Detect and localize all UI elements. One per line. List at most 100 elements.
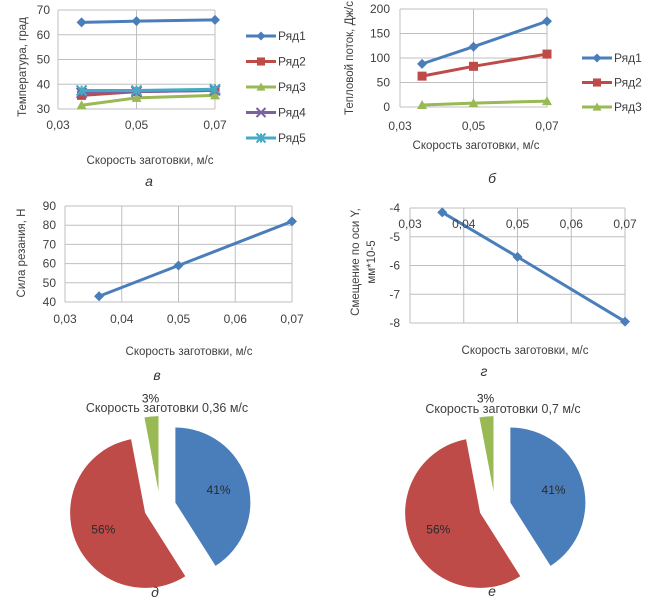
x-tick-label: 0,04 (110, 312, 134, 326)
legend-marker (256, 57, 266, 66)
data-point-series-5 (130, 84, 143, 97)
data-point-series-2 (417, 71, 427, 81)
legend-label: Ряд3 (614, 100, 642, 114)
legend-marker (255, 107, 267, 118)
data-point-series-2 (469, 61, 478, 71)
chart-caption: в (153, 367, 160, 383)
legend-label: Ряд5 (278, 131, 306, 145)
pie-slice-56 (405, 439, 521, 588)
y-tick-label: 0 (383, 100, 390, 114)
chart-b-heat-flux: 0 50 100 150 200 0,03 0,05 0,07 Ряд1 Ряд2 Ряд3 Те… (344, 1, 642, 186)
legend-item: Ряд1 (246, 29, 306, 43)
y-tick-label: 60 (37, 28, 51, 42)
x-tick-label: 0,07 (613, 217, 637, 231)
chart-a-temperature: 30 40 50 60 70 0,03 0,05 0,07 Ряд1 Ряд2 Ряд3 Ряд4 Р… (17, 3, 306, 189)
x-tick-label: 0,07 (535, 119, 559, 133)
pie-slice-41 (175, 427, 251, 566)
y-axis-label-line2: мм*10-5 (366, 240, 378, 283)
pie-title: Скорость заготовки 0,7 м/с (425, 402, 580, 416)
data-point-series-1 (437, 207, 448, 218)
y-tick-label: 70 (43, 237, 57, 251)
legend-label: Ряд2 (614, 76, 642, 90)
data-point-series-5 (209, 83, 221, 95)
legend-marker (592, 102, 602, 111)
data-point-series-1 (620, 316, 630, 327)
x-tick-label: 0,03 (398, 217, 422, 231)
y-tick-label: -7 (389, 287, 400, 301)
data-point-series-1 (94, 291, 105, 302)
legend-item: Ряд1 (582, 51, 642, 65)
chart-caption: д (151, 584, 159, 600)
data-point-series-1 (512, 251, 523, 262)
chart-e-pie: Скорость заготовки 0,7 м/с 41% 56% 3% е (405, 391, 586, 599)
y-tick-label: 100 (370, 51, 390, 65)
y-tick-label: 40 (43, 295, 57, 309)
y-tick-label: -6 (389, 259, 400, 273)
pie-slice-label: 56% (91, 522, 115, 536)
data-point-series-1 (287, 216, 297, 227)
x-tick-label: 0,04 (452, 217, 476, 231)
y-tick-label: 40 (37, 77, 51, 91)
data-point-series-3 (542, 96, 552, 106)
x-tick-label: 0,06 (560, 217, 584, 231)
legend-marker (255, 132, 267, 144)
chart-caption: б (488, 170, 497, 186)
y-axis-label: Тепловой поток, Дж/с (344, 1, 356, 115)
y-axis-label-line1: Смещение по оси Y, (350, 208, 362, 316)
x-tick-label: 0,07 (203, 118, 227, 132)
y-tick-label: 50 (43, 276, 57, 290)
pie-slice-label: 41% (207, 483, 231, 497)
legend-item: Ряд2 (246, 55, 306, 69)
legend-label: Ряд2 (278, 55, 306, 69)
data-point-series-1 (173, 260, 184, 271)
data-point-series-3 (468, 98, 479, 108)
legend-label: Ряд1 (278, 29, 306, 43)
pie-slice-41 (510, 427, 586, 566)
y-tick-label: 50 (377, 76, 391, 90)
pie-slice-label: 3% (477, 391, 495, 405)
legend-label: Ряд4 (278, 106, 306, 120)
y-axis-label: Температура, град (17, 17, 29, 117)
legend-label: Ряд3 (278, 80, 306, 94)
data-point-series-2 (542, 49, 552, 59)
legend-item: Ряд5 (246, 131, 306, 145)
legend-marker (592, 53, 602, 63)
series-line-3 (81, 93, 216, 107)
y-tick-label: -5 (389, 230, 400, 244)
x-tick-label: 0,06 (224, 312, 248, 326)
data-point-series-3 (76, 100, 87, 110)
data-point-series-1 (131, 16, 142, 27)
pie-title: Скорость заготовки 0,36 м/с (86, 401, 248, 415)
x-tick-label: 0,03 (388, 119, 412, 133)
data-point-series-1 (210, 14, 220, 25)
series-line-1 (98, 219, 293, 298)
y-tick-label: 70 (37, 3, 51, 17)
x-axis-label: Скорость заготовки, м/с (126, 346, 253, 358)
x-axis-label: Скорость заготовки, м/с (87, 155, 214, 167)
pie-slice-label: 41% (542, 483, 566, 497)
data-point-series-1 (542, 16, 552, 27)
y-tick-label: 150 (370, 27, 390, 41)
y-tick-label: 50 (37, 53, 51, 67)
x-axis-label: Скорость заготовки, м/с (413, 140, 540, 152)
chart-caption: г (481, 363, 488, 379)
y-tick-label: 60 (43, 257, 57, 271)
x-tick-label: 0,03 (53, 312, 77, 326)
pie-slice-label: 3% (142, 391, 160, 405)
series-line-3 (421, 99, 548, 107)
y-tick-label: 80 (43, 218, 57, 232)
chart-g-displacement: -8 -7 -6 -5 -4 0,03 0,04 0,05 0,06 0,07 Смещение … (350, 201, 637, 379)
chart-caption: а (145, 173, 153, 189)
y-tick-label: -4 (389, 201, 400, 215)
x-tick-label: 0,05 (125, 118, 149, 132)
legend-marker (256, 31, 266, 41)
data-point-series-3 (210, 90, 220, 100)
x-tick-label: 0,03 (46, 118, 70, 132)
legend-item: Ряд2 (582, 76, 642, 90)
y-tick-label: 200 (370, 2, 390, 16)
data-point-series-1 (417, 58, 428, 69)
pie-slice-56 (70, 439, 186, 588)
y-tick-label: 90 (43, 199, 57, 213)
series-line-1 (81, 18, 216, 24)
chart-d-pie: Скорость заготовки 0,36 м/с 41% 56% 3% д (70, 391, 251, 600)
